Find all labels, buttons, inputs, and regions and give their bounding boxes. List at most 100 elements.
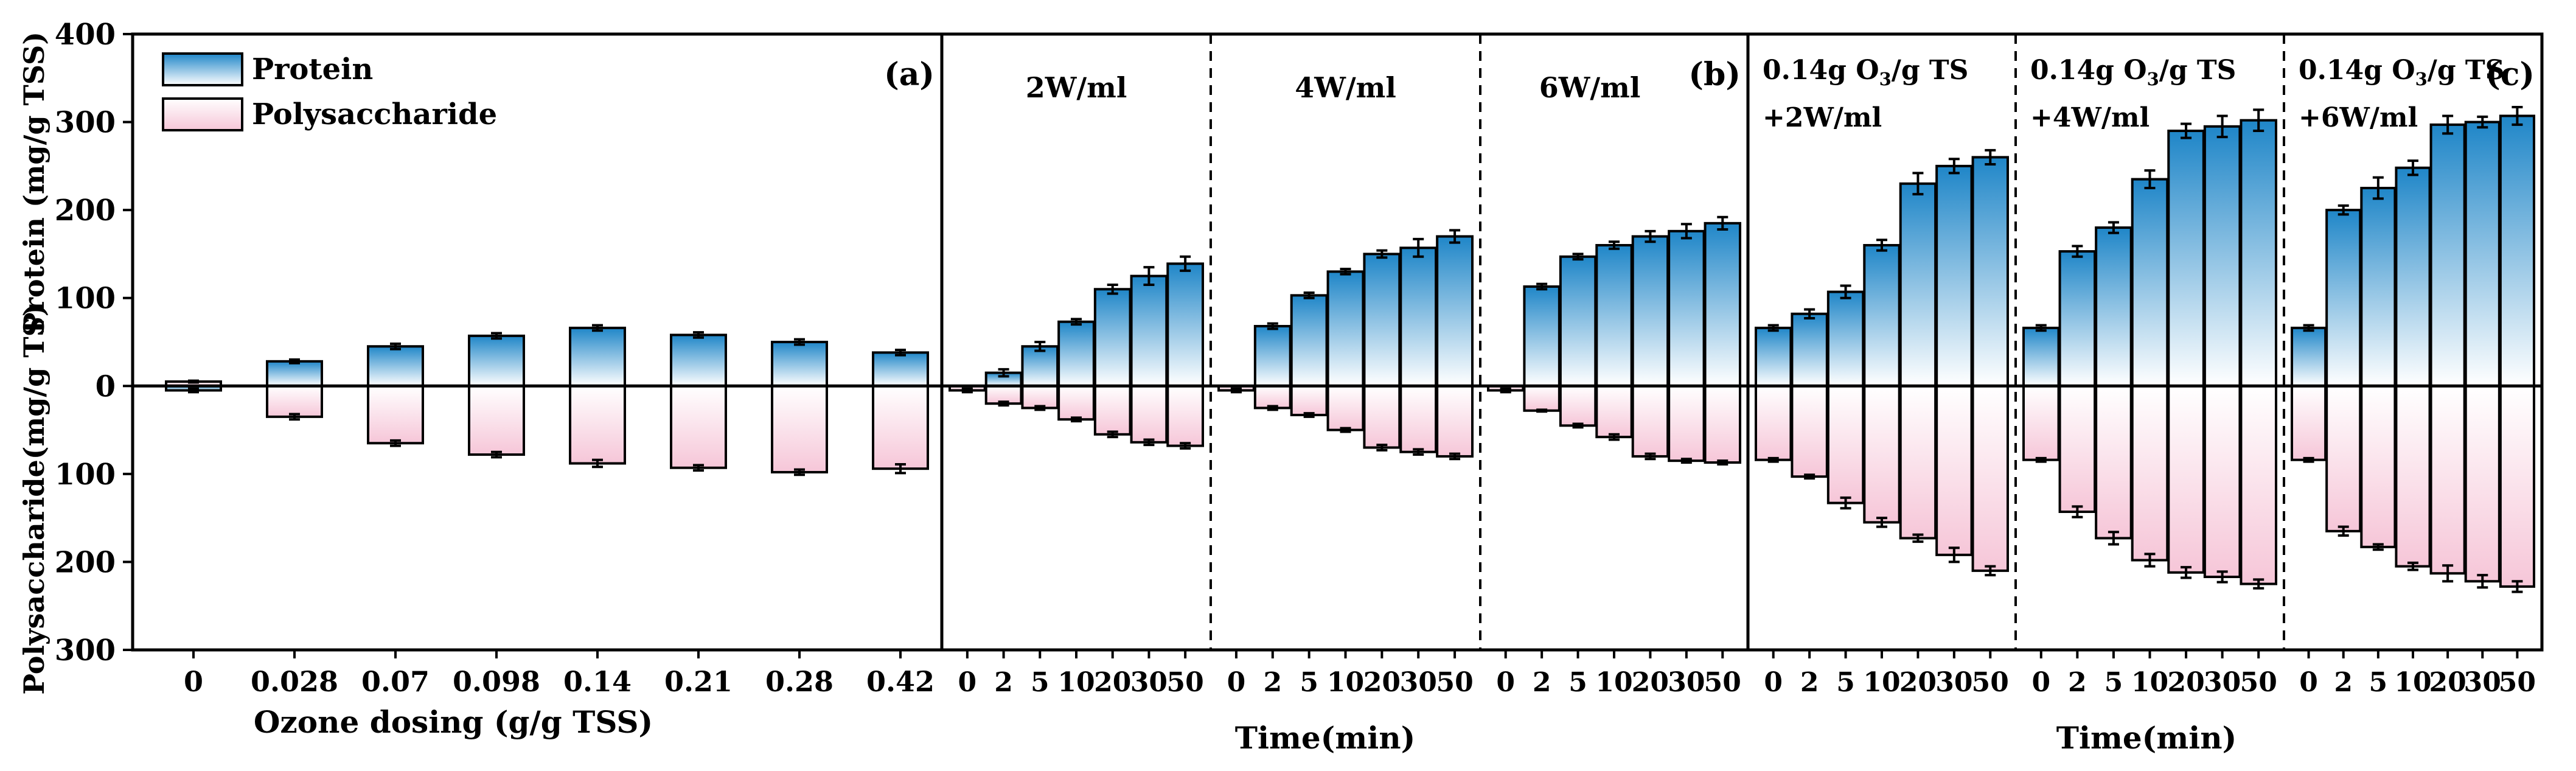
x-tick-label: 0.21	[664, 665, 733, 698]
x-tick-label: 0.14	[563, 665, 632, 698]
polysaccharide-bar	[1057, 385, 1095, 421]
x-tick-label: 20	[1363, 667, 1401, 698]
x-tick-label: 5	[1300, 667, 1318, 698]
x-tick-label: 2	[1263, 667, 1282, 698]
x-tick-label: 10	[1327, 667, 1364, 698]
protein-bar	[266, 360, 323, 388]
protein-bar	[771, 341, 828, 388]
polysaccharide-bar	[2395, 385, 2431, 568]
x-tick-label: 30	[2204, 667, 2241, 698]
plot-frame	[131, 32, 2544, 652]
protein-bar	[2499, 114, 2535, 388]
x-tick-label: 5	[2104, 667, 2123, 698]
x-tick-label: 2	[2334, 667, 2353, 698]
protein-bar	[1057, 320, 1095, 388]
protein-bar	[1935, 164, 1973, 388]
y-tick-label: 400	[55, 18, 116, 52]
polysaccharide-bar	[1631, 385, 1669, 458]
polysaccharide-bar	[771, 385, 828, 473]
polysaccharide-bar	[1668, 385, 1705, 462]
protein-bar	[1166, 262, 1205, 388]
polysaccharide-bar	[2022, 385, 2060, 461]
x-axis-title-ozone: Ozone dosing (g/g TSS)	[254, 704, 653, 740]
polysaccharide-bar	[2291, 385, 2327, 461]
protein-bar	[1523, 285, 1561, 388]
x-tick-label: 10	[1595, 667, 1632, 698]
x-tick-label: 50	[2240, 667, 2277, 698]
panel-tag: (c)	[2485, 56, 2535, 93]
polysaccharide-bar	[2325, 385, 2362, 532]
x-tick-label: 30	[1130, 667, 1168, 698]
x-tick-label: 10	[1863, 667, 1900, 698]
x-tick-label: 20	[1632, 667, 1669, 698]
panel-condition-label: +2W/ml	[1763, 102, 1882, 133]
protein-bar	[1290, 294, 1328, 388]
polysaccharide-bar	[1704, 385, 1742, 464]
polysaccharide-bar	[1826, 385, 1865, 504]
protein-bar	[1363, 253, 1401, 388]
x-tick-label: 0	[2299, 667, 2318, 698]
x-tick-label: 30	[1400, 667, 1437, 698]
panel-tag: (a)	[884, 56, 935, 93]
polysaccharide-bar	[1363, 385, 1401, 449]
polysaccharide-bar	[367, 385, 424, 445]
polysaccharide-bar	[468, 385, 525, 456]
x-tick-label: 0	[958, 667, 977, 698]
polysaccharide-bar	[1253, 385, 1292, 410]
x-tick-label: 30	[1668, 667, 1705, 698]
y-tick-label: 0	[96, 369, 116, 403]
polysaccharide-bar	[872, 385, 929, 470]
labels-layer: 0 0.028 0.07 0.098 0.14 0.21 0.28 0.42(a)0 2 5 102…	[18, 18, 2536, 756]
polysaccharide-bar	[1326, 385, 1365, 431]
polysaccharide-bar	[1595, 385, 1633, 439]
panel-condition-label: 4W/ml	[1295, 71, 1396, 104]
panel-condition-label: +6W/ml	[2299, 102, 2418, 133]
y-axis-title-protein: Protein (mg/g TSS)	[18, 32, 50, 333]
protein-bar	[1559, 255, 1597, 388]
polysaccharide-bar	[2429, 385, 2466, 575]
polysaccharide-bar	[2167, 385, 2205, 574]
polysaccharide-bar	[1863, 385, 1901, 524]
x-tick-label: 30	[2464, 667, 2501, 698]
protein-bar	[2395, 166, 2431, 388]
protein-bar	[1899, 182, 1937, 388]
polysaccharide-bar	[1791, 385, 1828, 478]
x-tick-label: 2	[2068, 667, 2087, 698]
x-tick-label: 5	[2369, 667, 2388, 698]
y-tick-label: 100	[55, 458, 116, 492]
polysaccharide-bar	[1166, 385, 1205, 447]
x-tick-label: 0.028	[251, 665, 338, 698]
polysaccharide-bar	[2240, 385, 2277, 585]
protein-bar	[1826, 290, 1865, 388]
x-tick-label: 20	[1899, 667, 1937, 698]
x-tick-label: 5	[1031, 667, 1050, 698]
x-tick-label: 50	[1704, 667, 1741, 698]
x-tick-label: 50	[1167, 667, 1204, 698]
protein-bar	[1791, 312, 1828, 388]
protein-bar	[1704, 222, 1742, 388]
protein-bar	[2464, 120, 2501, 388]
protein-bar	[2058, 250, 2097, 388]
protein-bar	[2429, 123, 2466, 388]
protein-bar	[1631, 235, 1669, 388]
x-tick-label: 30	[1935, 667, 1972, 698]
polysaccharide-bar	[1559, 385, 1597, 427]
protein-bar	[2325, 209, 2362, 388]
x-tick-label: 50	[2499, 667, 2536, 698]
protein-bar	[2360, 187, 2397, 388]
polysaccharide-bar	[2203, 385, 2241, 579]
legend-swatch-polysaccharide	[162, 97, 243, 131]
protein-bar	[1326, 270, 1365, 388]
protein-bar	[1863, 243, 1901, 388]
polysaccharide-bar	[1290, 385, 1328, 416]
protein-bar	[1595, 243, 1633, 388]
polysaccharide-bar	[1399, 385, 1438, 453]
legend-swatch-protein	[162, 52, 243, 86]
protein-bar	[670, 333, 727, 388]
polysaccharide-bar	[1971, 385, 2010, 572]
x-tick-label: 0.42	[866, 665, 935, 698]
polysaccharide-bar	[1130, 385, 1168, 444]
x-tick-label: 10	[1057, 667, 1095, 698]
panel-condition-label: +4W/ml	[2030, 102, 2150, 133]
x-tick-label: 0	[1496, 667, 1515, 698]
